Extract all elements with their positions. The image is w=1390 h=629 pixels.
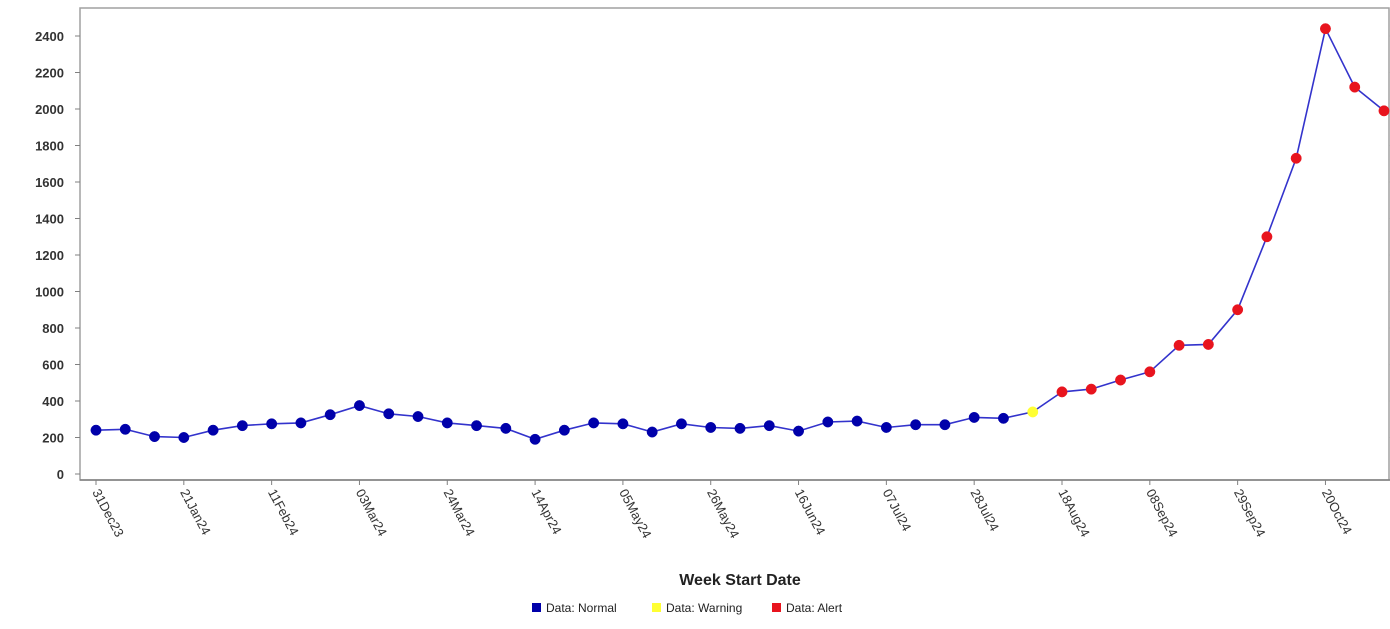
data-point-normal (412, 411, 424, 422)
plot-area-frame (79, 7, 1390, 481)
data-point-normal (968, 411, 980, 423)
legend-label-warning: Data: Warning (666, 601, 742, 615)
legend-label-normal: Data: Normal (546, 601, 617, 615)
x-tick-label: 07Jul24 (880, 486, 915, 533)
data-point-normal (851, 415, 863, 427)
y-tick-label: 1600 (35, 175, 64, 190)
data-point-alert (1349, 81, 1361, 93)
y-tick-label: 200 (42, 431, 64, 446)
data-point-normal (236, 420, 248, 432)
y-tick-label: 1200 (35, 248, 64, 263)
data-point-normal (119, 423, 131, 435)
data-point-alert (1378, 105, 1390, 117)
data-point-alert (1056, 386, 1068, 398)
legend-item-warning: Data: Warning (652, 601, 742, 615)
x-tick-label: 28Jul24 (968, 486, 1003, 533)
data-point-alert (1261, 231, 1273, 243)
data-point-normal (354, 400, 365, 412)
y-tick-label: 1000 (35, 285, 64, 300)
x-tick-label: 31Dec23 (89, 486, 127, 539)
data-point-normal (880, 422, 892, 433)
y-tick-label: 0 (57, 467, 64, 482)
data-point-normal (705, 422, 717, 433)
y-tick-label: 1800 (35, 139, 64, 154)
x-tick-label: 20Oct24 (1319, 486, 1355, 536)
data-point-normal (149, 431, 160, 443)
x-tick-label: 05May24 (616, 486, 654, 540)
data-point-normal (763, 420, 775, 432)
axes (75, 7, 1390, 485)
y-tick-label: 1400 (35, 212, 64, 227)
data-point-normal (822, 416, 834, 428)
x-tick-label: 21Jan24 (177, 486, 214, 537)
data-point-normal (529, 433, 541, 445)
data-point-normal (910, 419, 922, 431)
data-point-normal (383, 408, 395, 420)
data-point-normal (295, 417, 307, 429)
x-tick-label: 08Sep24 (1143, 486, 1181, 539)
data-point-alert (1290, 152, 1302, 164)
data-point-normal (324, 409, 336, 421)
x-tick-label: 14Apr24 (528, 486, 564, 536)
data-point-normal (471, 420, 482, 432)
data-point-normal (939, 419, 951, 431)
data-point-normal (588, 417, 600, 429)
data-point-normal (734, 422, 746, 434)
legend-item-alert: Data: Alert (772, 601, 843, 615)
y-tick-labels: 0 200 400 600 800 1000 1200 1400 1600 1800 2000 220… (35, 29, 64, 482)
x-tick-label: 03Mar24 (353, 486, 390, 538)
data-point-normal (998, 412, 1009, 424)
data-point-normal (676, 418, 687, 430)
data-points (90, 23, 1390, 445)
x-tick-label: 16Jun24 (792, 486, 829, 537)
data-point-warning (1027, 406, 1039, 418)
data-point-alert (1232, 304, 1244, 316)
data-point-alert (1173, 339, 1185, 351)
data-point-normal (441, 417, 453, 429)
y-tick-label: 2200 (35, 66, 64, 81)
data-point-normal (266, 418, 278, 430)
x-tick-label: 18Aug24 (1055, 486, 1093, 539)
data-point-normal (558, 424, 570, 436)
data-point-alert (1202, 338, 1214, 350)
x-tick-label: 11Feb24 (265, 486, 302, 538)
data-point-alert (1115, 374, 1126, 386)
data-point-normal (646, 426, 658, 438)
legend: Data: Normal Data: Warning Data: Alert (532, 601, 843, 615)
y-tick-label: 600 (42, 358, 64, 373)
x-axis-title: Week Start Date (679, 572, 801, 589)
legend-item-normal: Data: Normal (532, 601, 617, 615)
data-point-alert (1144, 366, 1156, 378)
legend-swatch-normal (532, 603, 541, 612)
y-tick-label: 400 (42, 394, 64, 409)
legend-swatch-alert (772, 603, 781, 612)
data-point-normal (500, 422, 512, 434)
data-point-normal (617, 418, 629, 430)
legend-swatch-warning (652, 603, 661, 612)
x-tick-label: 29Sep24 (1231, 486, 1269, 539)
y-tick-label: 800 (42, 321, 64, 336)
y-tick-label: 2400 (35, 29, 64, 44)
x-tick-label: 26May24 (704, 486, 742, 540)
data-point-alert (1320, 23, 1331, 35)
data-point-normal (178, 432, 190, 443)
data-point-normal (90, 424, 102, 436)
x-tick-label: 24Mar24 (441, 486, 478, 538)
data-point-normal (207, 424, 219, 436)
legend-label-alert: Data: Alert (786, 601, 843, 615)
data-point-alert (1085, 383, 1097, 395)
data-point-normal (793, 425, 804, 437)
x-tick-labels: 31Dec23 21Jan24 11Feb24 03Mar24 24Mar24 14Apr… (89, 486, 1355, 540)
y-tick-label: 2000 (35, 102, 64, 117)
